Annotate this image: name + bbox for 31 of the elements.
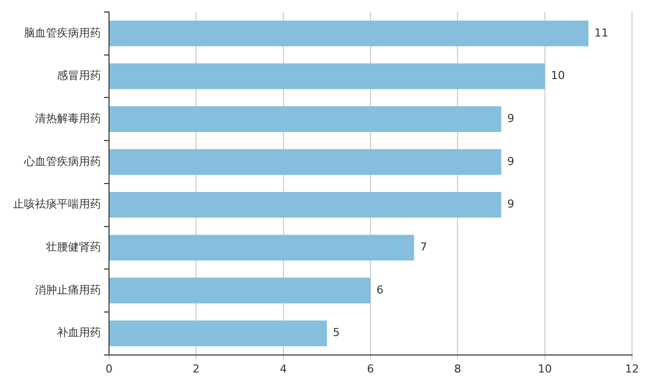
bar: [110, 192, 502, 218]
x-tick-label: 10: [538, 362, 552, 376]
x-tick-label: 6: [367, 362, 374, 376]
data-label: 5: [332, 326, 340, 340]
y-tick-label: 止咳祛痰平喘用药: [13, 198, 101, 211]
y-tick-label: 壮腰健肾药: [45, 240, 101, 254]
bar: [110, 106, 502, 132]
x-tick-label: 0: [106, 362, 112, 376]
data-label: 6: [376, 283, 384, 296]
x-tick-label: 8: [454, 362, 462, 376]
data-label: 7: [420, 240, 428, 254]
data-label: 9: [507, 112, 514, 125]
x-tick-label: 12: [625, 362, 639, 376]
y-tick-label: 清热解毒用药: [35, 112, 101, 125]
y-tick-label: 消肿止痛用药: [35, 283, 101, 296]
bar: [110, 320, 327, 346]
y-tick-label: 补血用药: [57, 326, 101, 340]
x-tick-label: 4: [280, 362, 287, 376]
data-label: 11: [594, 26, 608, 40]
bar: [110, 20, 588, 46]
bar: [110, 278, 370, 304]
data-label: 9: [507, 198, 514, 211]
data-label: 10: [550, 69, 565, 82]
bar: [110, 63, 545, 90]
y-tick-label: 心血管疾病用药: [23, 154, 101, 168]
data-label: 9: [507, 154, 514, 168]
x-tick-label: 2: [192, 362, 200, 376]
bar: [110, 149, 502, 175]
y-tick-label: 脑血管疾病用药: [24, 26, 101, 40]
bar: [110, 234, 414, 261]
y-tick-label: 感冒用药: [57, 69, 101, 82]
